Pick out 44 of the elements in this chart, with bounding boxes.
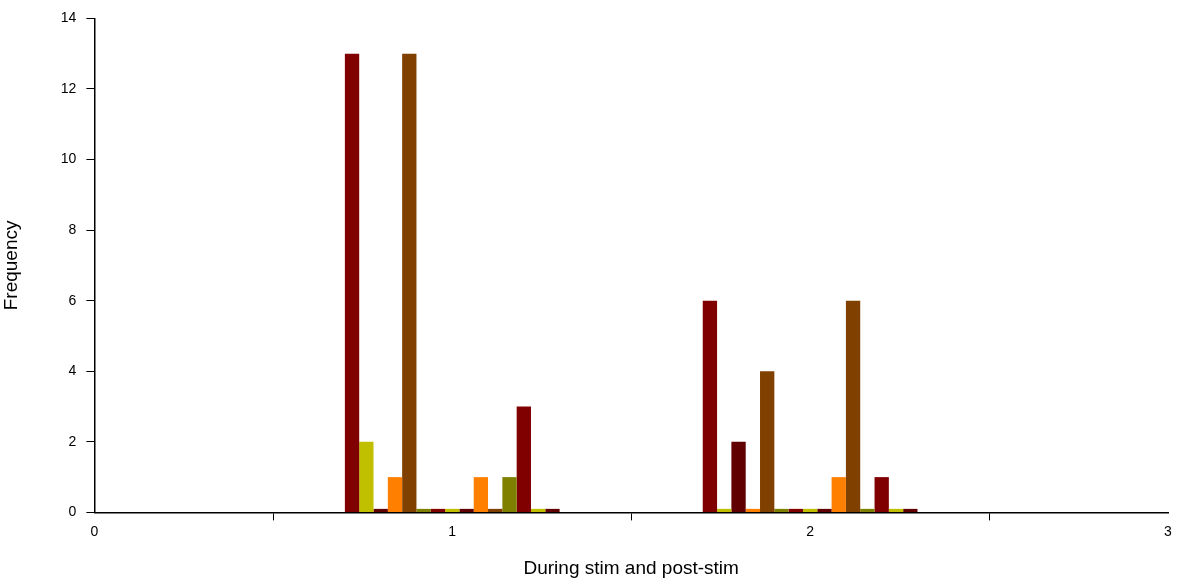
bar	[903, 508, 918, 512]
y-tick-label: 10	[60, 150, 77, 167]
bar	[516, 406, 531, 512]
bar	[845, 300, 861, 512]
bar	[817, 508, 832, 512]
bar	[545, 508, 560, 512]
bar	[445, 508, 460, 512]
x-tick-label: 1	[448, 522, 457, 539]
bar	[530, 508, 546, 512]
bar	[860, 508, 875, 512]
bar	[731, 441, 746, 512]
bar	[459, 508, 474, 512]
bar	[402, 53, 417, 512]
y-tick-label: 4	[68, 362, 77, 379]
bar	[788, 508, 803, 512]
x-tick-label: 0	[90, 522, 99, 539]
bar	[874, 477, 889, 512]
x-axis-title: During stim and post-stim	[523, 556, 739, 578]
bar	[430, 508, 446, 512]
bar	[802, 508, 818, 512]
x-tick-label: 3	[1164, 522, 1173, 539]
bar	[344, 53, 360, 512]
bar	[831, 477, 846, 512]
bar	[387, 477, 403, 512]
bar	[888, 508, 904, 512]
y-tick-label: 12	[60, 79, 77, 96]
bar	[488, 508, 503, 512]
bar	[373, 508, 388, 512]
y-tick-label: 6	[68, 291, 77, 308]
bar	[774, 508, 789, 512]
x-tick-label: 2	[806, 522, 815, 539]
y-tick-label: 2	[68, 432, 77, 449]
bar	[745, 508, 761, 512]
bar	[760, 371, 775, 512]
y-tick-label: 14	[60, 9, 77, 26]
bar	[702, 300, 718, 512]
bar	[717, 508, 732, 512]
y-tick-label: 8	[68, 220, 77, 237]
y-axis-title: Frequency	[0, 220, 21, 311]
bar	[416, 508, 431, 512]
y-tick-label: 0	[68, 503, 77, 520]
bar	[359, 441, 374, 512]
bar	[473, 477, 489, 512]
bar	[502, 477, 517, 512]
